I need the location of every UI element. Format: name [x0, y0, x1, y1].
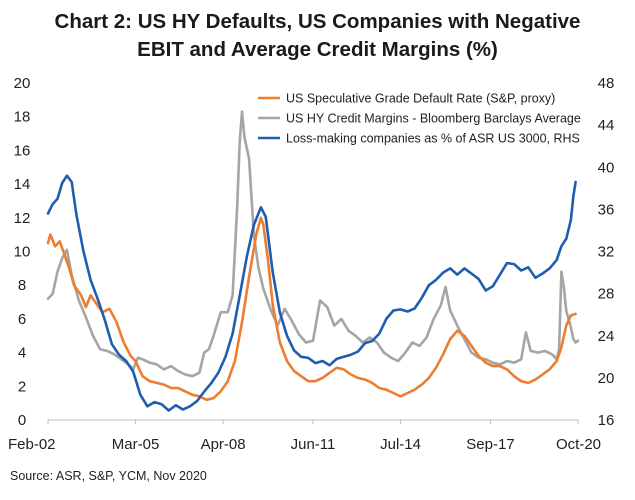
y-left-tick-label: 18 — [14, 109, 31, 126]
axes-group: 02468101214161820162024283236404448Feb-0… — [8, 75, 614, 453]
chart-title: Chart 2: US HY Defaults, US Companies wi… — [0, 8, 635, 64]
series-line-1 — [46, 110, 580, 378]
legend-label-0: US Speculative Grade Default Rate (S&P, … — [286, 92, 555, 106]
chart-source: Source: ASR, S&P, YCM, Nov 2020 — [10, 469, 207, 483]
x-tick-label: Jul-14 — [380, 436, 421, 453]
x-tick-label: Mar-05 — [112, 436, 160, 453]
y-right-tick-label: 16 — [598, 412, 615, 429]
y-left-tick-label: 2 — [18, 378, 26, 395]
y-right-tick-label: 48 — [598, 75, 615, 92]
y-left-tick-label: 4 — [18, 345, 26, 362]
series-line-2 — [46, 174, 577, 412]
y-left-tick-label: 6 — [18, 311, 26, 328]
y-right-tick-label: 40 — [598, 159, 615, 176]
y-left-tick-label: 14 — [14, 176, 31, 193]
chart-title-line1: Chart 2: US HY Defaults, US Companies wi… — [54, 10, 581, 33]
x-tick-label: Apr-08 — [201, 436, 246, 453]
y-right-tick-label: 36 — [598, 201, 615, 218]
legend-label-1: US HY Credit Margins - Bloomberg Barclay… — [286, 112, 581, 126]
y-left-tick-label: 8 — [18, 277, 26, 294]
y-right-tick-label: 28 — [598, 286, 615, 303]
y-left-tick-label: 0 — [18, 412, 26, 429]
x-tick-label: Jun-11 — [291, 436, 336, 453]
y-left-tick-label: 10 — [14, 244, 31, 261]
legend-label-2: Loss-making companies as % of ASR US 300… — [286, 132, 580, 146]
x-tick-label: Oct-20 — [556, 436, 601, 453]
y-right-tick-label: 24 — [598, 328, 615, 345]
legend-group: US Speculative Grade Default Rate (S&P, … — [258, 92, 581, 146]
x-tick-label: Feb-02 — [8, 436, 56, 453]
y-right-tick-label: 32 — [598, 244, 615, 261]
y-right-tick-label: 44 — [598, 117, 615, 134]
y-left-tick-label: 12 — [14, 210, 31, 227]
x-tick-label: Sep-17 — [466, 436, 514, 453]
y-left-tick-label: 20 — [14, 75, 31, 92]
series-line-0 — [46, 216, 577, 402]
series-group — [46, 110, 580, 412]
chart-title-line2: EBIT and Average Credit Margins (%) — [137, 38, 498, 61]
y-right-tick-label: 20 — [598, 370, 615, 387]
y-left-tick-label: 16 — [14, 142, 31, 159]
